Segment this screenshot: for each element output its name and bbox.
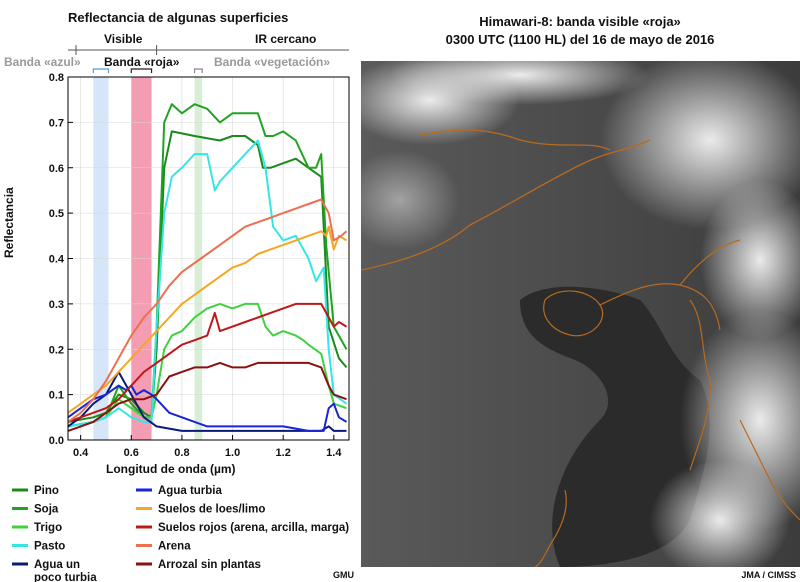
series-line-6 (67, 225, 348, 414)
y-tick-label-6: 0.6 (49, 163, 64, 175)
y-tick-label-7: 0.7 (49, 117, 64, 129)
y-tick-label-2: 0.2 (49, 344, 64, 356)
x-tick-label-0: 0.4 (73, 447, 89, 459)
y-tick-label-0: 0.0 (49, 435, 64, 447)
y-tick-label-5: 0.5 (49, 208, 64, 220)
legend-label-8: Arena (158, 541, 191, 553)
x-axis-label: Longitud de onda (µm) (106, 462, 236, 476)
series-line-1 (67, 103, 348, 428)
satellite-credit: JMA / CIMSS (741, 570, 796, 580)
x-tick-label-4: 1.2 (276, 447, 291, 459)
legend-label-9: Arrozal sin plantas (158, 559, 261, 571)
series-line-5 (67, 384, 348, 432)
series-line-9 (67, 361, 347, 432)
left-credit: GMU (333, 570, 354, 580)
band-red-label: Banda «roja» (104, 55, 180, 69)
legend: Pino Soja Trigo Pasto Agua un poco turbia Agua… (12, 485, 349, 582)
x-tick-label-3: 1.0 (225, 447, 240, 459)
region-visible-label: Visible (104, 32, 143, 46)
series-line-2 (67, 302, 347, 428)
reflectance-chart: 0.4 0.6 0.8 1.0 1.2 1.4 0.0 0.1 0.2 0.3 0.4 0.5 0.6 0… (12, 45, 350, 582)
y-tick-label-8: 0.8 (49, 72, 64, 84)
band-blue-label: Banda «azul» (4, 55, 81, 69)
axis-ticks: 0.4 0.6 0.8 1.0 1.2 1.4 0.0 0.1 0.2 0.3 0.4 0.5 0.6 0… (49, 72, 343, 459)
region-axis (68, 45, 349, 55)
legend-label-5: Agua turbia (158, 485, 222, 497)
band-bracket-0 (92, 68, 110, 73)
band-veg-label: Banda «vegetación» (214, 55, 331, 69)
series-line-8 (67, 198, 348, 423)
series-lines (67, 103, 348, 432)
y-tick-label-4: 0.4 (49, 254, 65, 266)
satellite-title-line-1: Himawari-8: banda visible «roja» (479, 14, 681, 29)
series-line-7 (67, 302, 348, 423)
cloud-layer (361, 61, 800, 567)
legend-label-7: Suelos rojos (arena, arcilla, marga) (158, 522, 349, 534)
band-bracket-2 (193, 68, 203, 73)
band-bracket-1 (130, 68, 153, 73)
region-nir-label: IR cercano (255, 32, 317, 46)
x-tick-label-2: 0.8 (174, 447, 189, 459)
coastline-borders (361, 129, 800, 567)
legend-label-3: Pasto (34, 541, 65, 553)
x-tick-label-5: 1.4 (326, 447, 342, 459)
x-tick-label-1: 0.6 (124, 447, 139, 459)
y-tick-label-1: 0.1 (49, 390, 64, 402)
satellite-title-line-2: 0300 UTC (1100 HL) del 16 de mayo de 201… (446, 32, 715, 47)
legend-label-6: Suelos de loes/limo (158, 504, 265, 516)
legend-label-2: Trigo (34, 522, 62, 534)
legend-label-1: Soja (34, 504, 59, 516)
legend-label-0: Pino (34, 485, 59, 497)
legend-label-4: Agua un poco turbia (34, 559, 97, 582)
band-brackets (92, 68, 203, 73)
bohai-sea (543, 290, 603, 336)
y-tick-label-3: 0.3 (49, 299, 64, 311)
series-line-3 (67, 139, 348, 428)
chart-title: Reflectancia de algunas superficies (68, 10, 289, 25)
